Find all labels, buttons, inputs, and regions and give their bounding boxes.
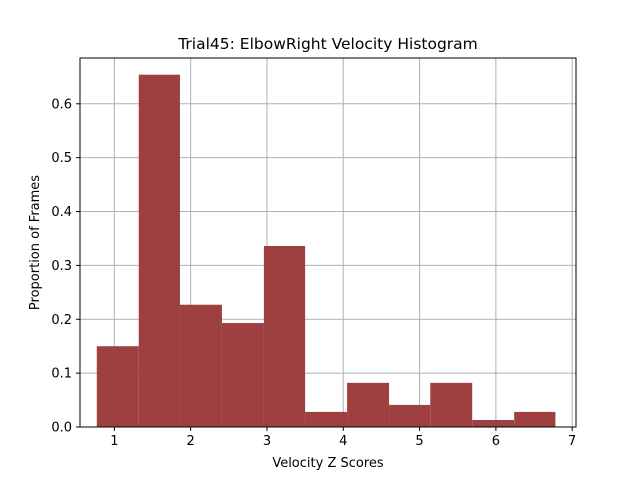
y-tick-label-3: 0.3 xyxy=(51,259,72,274)
x-tick-label-1: 2 xyxy=(187,434,195,449)
x-tick-label-5: 6 xyxy=(492,434,500,449)
y-tick-label-0: 0.0 xyxy=(51,421,72,436)
chart-title: Trial45: ElbowRight Velocity Histogram xyxy=(177,35,478,53)
x-tick-label-3: 4 xyxy=(339,434,347,449)
y-tick-label-5: 0.5 xyxy=(51,151,72,166)
y-tick-label-6: 0.6 xyxy=(51,97,72,112)
histogram-bar-5 xyxy=(305,411,348,427)
histogram-bar-1 xyxy=(138,74,180,427)
x-tick-label-2: 3 xyxy=(263,434,271,449)
y-tick-label-2: 0.2 xyxy=(51,313,72,328)
histogram-bar-9 xyxy=(472,419,515,427)
x-tick-label-4: 5 xyxy=(415,434,423,449)
x-tick-label-0: 1 xyxy=(110,434,118,449)
histogram-bar-8 xyxy=(430,382,473,427)
histogram-bars xyxy=(96,74,556,427)
y-tick-label-1: 0.1 xyxy=(51,367,72,382)
histogram-bar-0 xyxy=(96,346,139,427)
histogram-bar-3 xyxy=(221,323,264,427)
plot-frame xyxy=(79,57,577,428)
histogram-bar-7 xyxy=(389,404,431,427)
x-tick-label-6: 7 xyxy=(568,434,576,449)
histogram-bar-10 xyxy=(514,411,556,427)
histogram-bar-4 xyxy=(263,246,306,427)
histogram-bar-2 xyxy=(179,304,222,427)
axis-ticks: 1 2 3 4 5 6 7 0.0 0.1 0.2 0.3 0.4 0.5 0.6 xyxy=(51,97,576,449)
histogram-bar-6 xyxy=(347,382,390,427)
x-axis-title: Velocity Z Scores xyxy=(272,456,384,471)
y-axis-title: Proportion of Frames xyxy=(28,175,43,310)
y-tick-label-4: 0.4 xyxy=(51,205,72,220)
